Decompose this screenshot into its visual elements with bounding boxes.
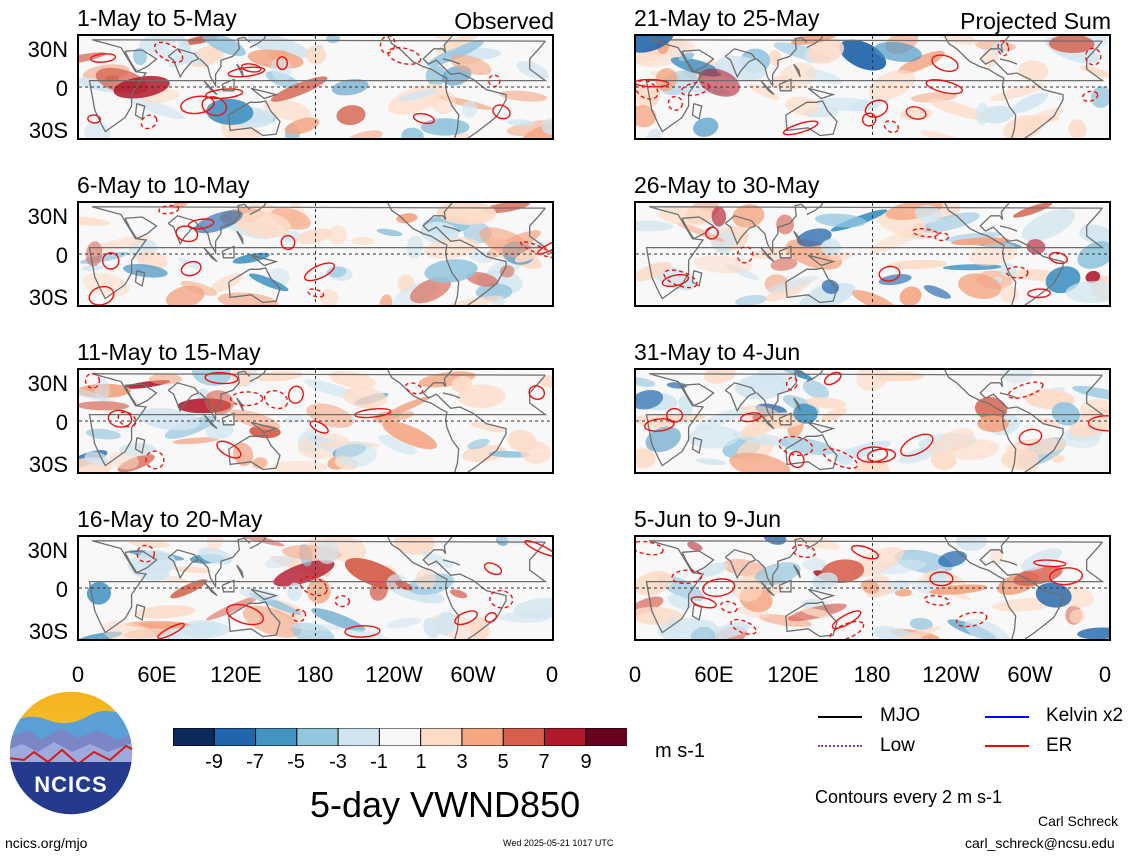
panel-title-1: 1-May to 5-May xyxy=(77,5,237,31)
panel-title-8: 5-Jun to 9-Jun xyxy=(634,506,782,532)
y-label-eq: 0 xyxy=(55,243,68,268)
map-panel-2 xyxy=(77,201,554,307)
colorbar-label: 7 xyxy=(538,751,550,773)
x-label-60e: 60E xyxy=(137,662,177,687)
colorbar-label: -7 xyxy=(246,751,264,773)
x-label-0: 0 xyxy=(71,662,85,687)
ncics-logo-graphic xyxy=(8,690,134,816)
x-label-60e: 60E xyxy=(694,662,734,687)
map-canvas xyxy=(636,36,1109,138)
logo-text: NCICS xyxy=(34,772,108,797)
legend-er-label: ER xyxy=(1046,735,1073,756)
x-label-120e: 120E xyxy=(767,662,819,687)
y-label-eq: 0 xyxy=(55,577,68,602)
map-panel-3 xyxy=(77,368,554,474)
x-label-60w: 60W xyxy=(450,662,496,687)
colorbar-swatch xyxy=(461,728,505,746)
y-label-eq: 0 xyxy=(55,76,68,101)
x-label-180: 180 xyxy=(853,662,891,687)
legend-mjo-line xyxy=(818,716,862,718)
panel-title-4: 16-May to 20-May xyxy=(77,506,263,532)
colorbar-units: m s-1 xyxy=(655,740,705,762)
colorbar-label: -5 xyxy=(287,751,305,773)
map-canvas xyxy=(636,537,1109,639)
map-panel-8 xyxy=(634,535,1111,641)
legend-low-label: Low xyxy=(880,735,915,756)
map-panel-6 xyxy=(634,201,1111,307)
x-label-0-end: 0 xyxy=(1098,662,1112,687)
colorbar-label: 1 xyxy=(415,751,427,773)
colorbar-label: 5 xyxy=(497,751,509,773)
contours-note: Contours every 2 m s-1 xyxy=(815,787,1003,807)
panel-tag-projected: Projected Sum xyxy=(960,8,1111,34)
x-label-0-end: 0 xyxy=(545,662,559,687)
colorbar-swatch xyxy=(213,728,257,746)
legend-low-line xyxy=(818,745,862,747)
footer-email[interactable]: carl_schreck@ncsu.edu xyxy=(965,835,1115,851)
legend-er-line xyxy=(985,745,1029,747)
colorbar-swatch xyxy=(543,728,587,746)
x-label-120w: 120W xyxy=(922,662,980,687)
panel-title-3: 11-May to 15-May xyxy=(77,339,261,365)
y-label-30s: 30S xyxy=(28,619,68,644)
footer-author: Carl Schreck xyxy=(1038,813,1119,829)
map-canvas xyxy=(636,203,1109,305)
x-label-180: 180 xyxy=(296,662,334,687)
y-label-30n: 30N xyxy=(27,538,68,563)
map-canvas xyxy=(79,537,552,639)
legend-kelvin-label: Kelvin x2 xyxy=(1046,705,1124,726)
colorbar-label: 9 xyxy=(580,751,592,773)
y-label-30s: 30S xyxy=(28,285,68,310)
map-panel-4 xyxy=(77,535,554,641)
colorbar-label: -9 xyxy=(205,751,223,773)
panel-title-5: 21-May to 25-May xyxy=(634,5,820,31)
panel-title-2: 6-May to 10-May xyxy=(77,172,250,198)
map-panel-5 xyxy=(634,34,1111,140)
y-label-30s: 30S xyxy=(28,118,68,143)
y-label-eq: 0 xyxy=(55,410,68,435)
map-panel-1 xyxy=(77,34,554,140)
colorbar-swatch xyxy=(585,728,627,746)
colorbar-swatch xyxy=(420,728,463,746)
colorbar-label: -1 xyxy=(370,751,388,773)
main-title: 5-day VWND850 xyxy=(310,784,581,825)
x-label-0: 0 xyxy=(628,662,642,687)
x-label-60w: 60W xyxy=(1007,662,1053,687)
panel-title-6: 26-May to 30-May xyxy=(634,172,820,198)
footer-timestamp: Wed 2025-05-21 1017 UTC xyxy=(503,838,614,848)
map-canvas xyxy=(79,370,552,472)
y-label-30n: 30N xyxy=(27,37,68,62)
map-canvas xyxy=(79,203,552,305)
panel-tag-observed: Observed xyxy=(454,8,554,34)
colorbar-swatch xyxy=(337,728,381,746)
panel-title-7: 31-May to 4-Jun xyxy=(634,339,801,365)
y-label-30s: 30S xyxy=(28,452,68,477)
x-label-120w: 120W xyxy=(365,662,423,687)
colorbar-label: 3 xyxy=(456,751,468,773)
colorbar-swatch xyxy=(378,728,422,746)
y-label-30n: 30N xyxy=(27,371,68,396)
colorbar-swatches xyxy=(173,728,627,746)
colorbar-swatch xyxy=(502,728,546,746)
map-canvas xyxy=(636,370,1109,472)
colorbar-label: -3 xyxy=(329,751,347,773)
y-label-30n: 30N xyxy=(27,204,68,229)
legend-kelvin-line xyxy=(985,716,1029,718)
map-panel-7 xyxy=(634,368,1111,474)
colorbar-swatch xyxy=(296,728,340,746)
colorbar-swatch xyxy=(255,728,298,746)
footer-url[interactable]: ncics.org/mjo xyxy=(5,835,88,851)
map-canvas xyxy=(79,36,552,138)
x-label-120e: 120E xyxy=(210,662,262,687)
ncics-logo[interactable]: NCICS xyxy=(8,690,134,816)
colorbar-swatch xyxy=(173,728,216,746)
legend-mjo-label: MJO xyxy=(880,705,921,726)
